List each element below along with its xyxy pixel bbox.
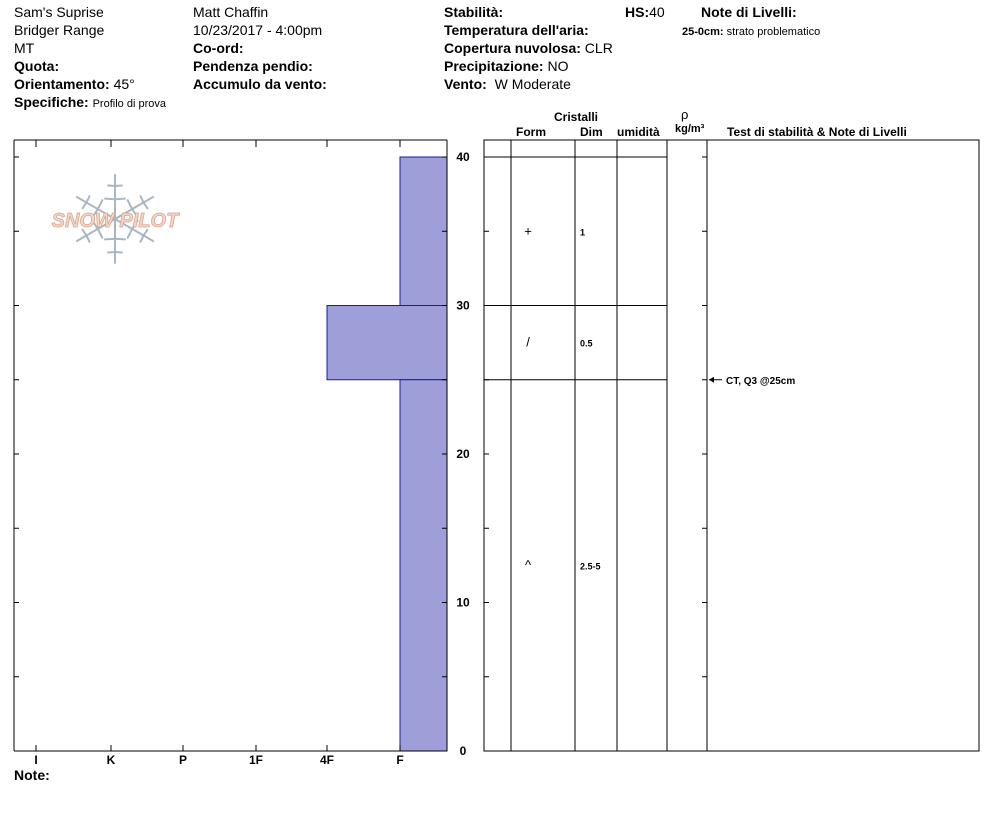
hardness-tick-label: 4F bbox=[320, 753, 334, 767]
depth-tick-label: 10 bbox=[456, 596, 470, 610]
wind-value: W Moderate bbox=[494, 76, 571, 92]
rho-header: ρ bbox=[681, 107, 689, 122]
layer-notes-label: Note di Livelli: bbox=[701, 4, 797, 20]
observation-datetime: 10/23/2017 - 4:00pm bbox=[193, 22, 323, 38]
snowflake-arm bbox=[75, 196, 116, 220]
snowflake-arm bbox=[75, 218, 116, 242]
snowpilot-logo: SNOW PILOT bbox=[51, 174, 181, 264]
aspect-row: Orientamento: 45° bbox=[14, 76, 135, 92]
location-name: Sam's Suprise bbox=[14, 4, 104, 20]
depth-tick-label: 40 bbox=[456, 150, 470, 164]
snowflake-branch bbox=[104, 237, 116, 241]
range-name: Bridger Range bbox=[14, 22, 105, 38]
form-header: Form bbox=[516, 125, 546, 139]
moisture-header: umidità bbox=[617, 125, 660, 139]
aspect-label: Orientamento: bbox=[14, 76, 110, 92]
sky-row: Copertura nuvolosa: CLR bbox=[444, 40, 613, 56]
precip-value: NO bbox=[547, 58, 569, 74]
slope-label: Pendenza pendio: bbox=[193, 58, 313, 74]
snowflake-branch bbox=[114, 237, 126, 241]
hardness-tick-label: F bbox=[396, 753, 403, 767]
snowflake-branch bbox=[142, 201, 149, 210]
snowflake-branch bbox=[81, 201, 88, 210]
air-temp-label: Temperatura dell'aria: bbox=[444, 22, 589, 38]
stability-test-arrow-head bbox=[709, 376, 714, 383]
grain-size-label-2: 2.5-5 bbox=[580, 561, 601, 571]
wind-row: Vento: W Moderate bbox=[444, 76, 571, 92]
snowflake-branch bbox=[91, 219, 99, 230]
aspect-value: 45° bbox=[113, 76, 135, 92]
density-unit-header: kg/m³ bbox=[675, 123, 705, 135]
hardness-bar-0 bbox=[399, 156, 448, 306]
snowflake-branch bbox=[91, 208, 99, 219]
grain-form-symbol-2: ^ bbox=[525, 557, 532, 572]
hardness-tick-label: K bbox=[107, 753, 116, 767]
snowflake-branch bbox=[85, 195, 91, 204]
notes-label: Note: bbox=[14, 767, 50, 783]
size-header: Dim bbox=[580, 125, 603, 139]
layer-table-frame bbox=[483, 139, 980, 752]
layer-note-text: strato problematico bbox=[726, 26, 821, 38]
specifics-label: Specifiche: bbox=[14, 94, 89, 110]
snowflake-branch bbox=[96, 199, 104, 211]
depth-tick-label: 0 bbox=[460, 744, 467, 758]
wind-loading-label: Accumulo da vento: bbox=[193, 76, 327, 92]
precip-row: Precipitazione: NO bbox=[444, 58, 568, 74]
grain-form-symbol-1: / bbox=[526, 335, 530, 350]
specifics-row: Specifiche: Profilo di prova bbox=[14, 94, 166, 112]
elevation-label: Quota: bbox=[14, 58, 60, 74]
grain-size-label-0: 1 bbox=[580, 227, 585, 237]
hardness-tick-label: 1F bbox=[249, 753, 263, 767]
tests-header: Test di stabilità & Note di Livelli bbox=[727, 125, 907, 139]
hs-row: HS:40 bbox=[625, 4, 665, 20]
sky-value: CLR bbox=[584, 40, 613, 56]
snowpilot-logo-text: SNOW PILOT bbox=[52, 210, 180, 232]
stability-label: Stabilità: bbox=[444, 4, 504, 20]
wind-label: Vento: bbox=[444, 76, 487, 92]
hs-label: HS: bbox=[625, 4, 650, 20]
snowflake-branch bbox=[139, 234, 145, 243]
hardness-tick-label: I bbox=[34, 753, 37, 767]
hardness-bar-2 bbox=[399, 379, 448, 752]
snowflake-branch bbox=[139, 195, 145, 204]
snowflake-branch bbox=[131, 208, 139, 219]
snowflake-branch bbox=[131, 219, 139, 230]
crystals-header: Cristalli bbox=[554, 110, 599, 124]
snowflake-branch bbox=[104, 197, 116, 201]
grain-size-label-1: 0.5 bbox=[580, 339, 593, 349]
grain-form-symbol-0: + bbox=[524, 223, 532, 238]
stability-test-label-0: CT, Q3 @25cm bbox=[726, 376, 795, 387]
snowflake-branch bbox=[81, 228, 88, 237]
snowflake-branch bbox=[96, 227, 104, 239]
snowflake-branch bbox=[85, 234, 91, 243]
layer-note-row: 25-0cm: strato problematico bbox=[682, 24, 820, 40]
snowflake-branch bbox=[142, 228, 149, 237]
hs-value: 40 bbox=[649, 4, 665, 20]
snowflake-branch bbox=[114, 197, 126, 201]
layer-note-range: 25-0cm: bbox=[682, 26, 724, 38]
precip-label: Precipitazione: bbox=[444, 58, 544, 74]
snowflake-arm bbox=[114, 218, 155, 242]
observer-name: Matt Chaffin bbox=[193, 4, 269, 20]
snowflake-branch bbox=[126, 199, 134, 211]
snowflake-branch bbox=[126, 227, 134, 239]
snowflake-arm bbox=[114, 196, 155, 220]
sky-label: Copertura nuvolosa: bbox=[444, 40, 581, 56]
hardness-bar-1 bbox=[326, 305, 448, 381]
specifics-value: Profilo di prova bbox=[92, 98, 166, 110]
state-name: MT bbox=[14, 40, 35, 56]
depth-tick-label: 30 bbox=[456, 299, 470, 313]
depth-tick-label: 20 bbox=[456, 447, 470, 461]
coord-label: Co-ord: bbox=[193, 40, 244, 56]
hardness-tick-label: P bbox=[179, 753, 187, 767]
